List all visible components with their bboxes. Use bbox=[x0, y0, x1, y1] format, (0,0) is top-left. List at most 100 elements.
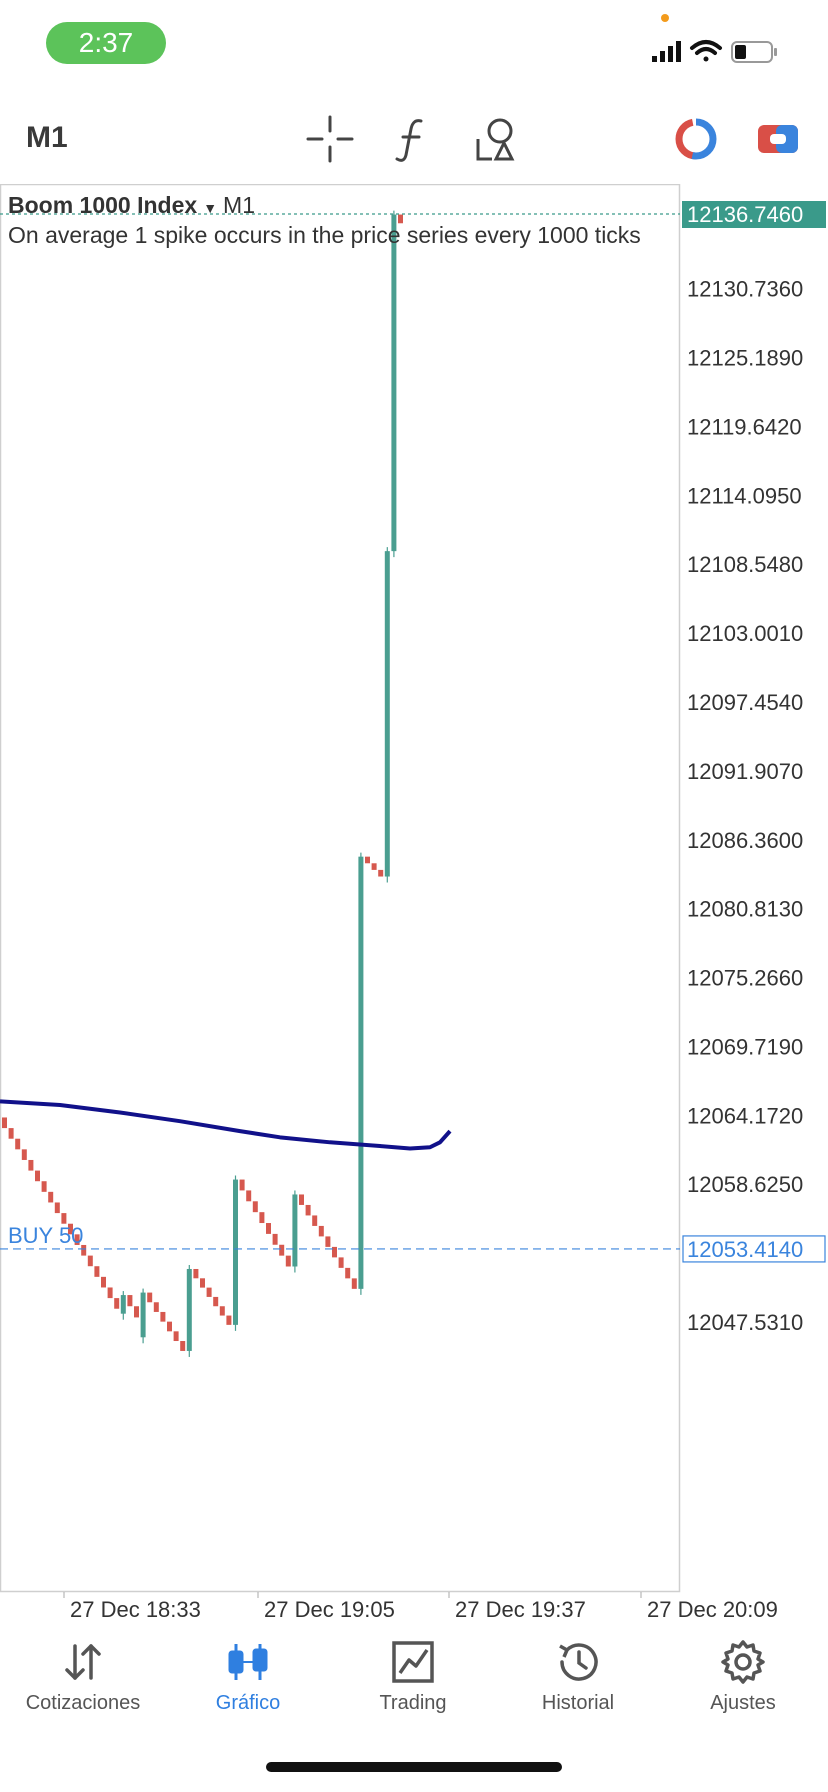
price-tick-label: 12119.6420 bbox=[687, 414, 802, 439]
price-tick-label: 12080.8130 bbox=[687, 897, 803, 922]
bear-candle bbox=[15, 1138, 21, 1150]
bear-candle bbox=[61, 1213, 67, 1224]
price-tick-label: 12086.3600 bbox=[687, 828, 803, 853]
candles-icon bbox=[228, 1644, 268, 1680]
time-tick-label: 27 Dec 19:37 bbox=[455, 1597, 586, 1622]
bear-candle bbox=[180, 1341, 186, 1351]
bear-candle bbox=[94, 1266, 100, 1277]
bull-candle bbox=[391, 214, 397, 552]
bull-candle bbox=[292, 1194, 298, 1267]
bear-candle bbox=[371, 863, 377, 870]
price-chart[interactable]: 12130.7360 12125.1890 12119.6420 12114.0950… bbox=[0, 184, 828, 1624]
bear-candle bbox=[127, 1295, 133, 1307]
bear-candle bbox=[2, 1117, 7, 1129]
bull-candle bbox=[358, 856, 364, 1289]
bear-candle bbox=[378, 869, 384, 877]
objects-icon[interactable] bbox=[468, 111, 524, 167]
nav-trading[interactable]: Trading bbox=[338, 1638, 488, 1728]
bear-candle bbox=[305, 1204, 311, 1216]
bear-candle bbox=[48, 1191, 54, 1203]
bear-candle bbox=[200, 1278, 205, 1288]
chart-area[interactable]: 12130.7360 12125.1890 12119.6420 12114.0950… bbox=[0, 184, 828, 1624]
nav-quotes-label: Cotizaciones bbox=[25, 1692, 141, 1714]
bear-candle bbox=[21, 1149, 27, 1160]
bear-candle bbox=[153, 1302, 159, 1312]
order-price-box bbox=[682, 1235, 826, 1263]
nav-chart-label: Gráfico bbox=[215, 1692, 281, 1714]
bear-candle bbox=[332, 1246, 337, 1258]
bear-candle bbox=[8, 1128, 14, 1139]
order-line-label: BUY 50 bbox=[8, 1223, 83, 1248]
price-tick-label: 12097.4540 bbox=[687, 690, 803, 715]
bull-candle bbox=[233, 1179, 238, 1325]
nav-history[interactable]: Historial bbox=[503, 1638, 653, 1728]
history-icon bbox=[559, 1643, 598, 1681]
bull-candle bbox=[140, 1292, 146, 1338]
price-tick-label: 12069.7190 bbox=[687, 1034, 803, 1059]
bear-candle bbox=[252, 1201, 258, 1213]
bear-candle bbox=[266, 1223, 271, 1234]
trading-icon bbox=[392, 1641, 434, 1683]
bear-candle bbox=[239, 1179, 245, 1191]
bear-candle bbox=[87, 1255, 93, 1267]
current-price-box bbox=[682, 201, 826, 228]
nav-quotes[interactable]: Cotizaciones bbox=[8, 1638, 158, 1728]
bear-candle bbox=[325, 1236, 331, 1247]
bear-candle bbox=[213, 1296, 219, 1307]
price-tick-label: 12130.7360 bbox=[687, 277, 803, 302]
bear-candle bbox=[318, 1225, 324, 1237]
price-tick-label: 12103.0010 bbox=[687, 621, 803, 646]
price-tick-label: 12075.2660 bbox=[687, 966, 803, 991]
bear-candle bbox=[193, 1268, 199, 1279]
current-price-tag: 12136.7460 bbox=[687, 202, 803, 227]
time-tick-label: 27 Dec 20:09 bbox=[647, 1597, 778, 1622]
status-bar: 2:37 bbox=[0, 0, 828, 90]
indicator-ring-icon[interactable] bbox=[668, 111, 724, 167]
price-axis: 12130.7360 12125.1890 12119.6420 12114.0950… bbox=[682, 201, 826, 1335]
price-tick-label: 12125.1890 bbox=[687, 346, 803, 371]
quotes-icon bbox=[65, 1644, 101, 1680]
bear-candle bbox=[54, 1202, 60, 1214]
moving-average-line bbox=[0, 1099, 452, 1151]
price-tick-label: 12091.9070 bbox=[687, 759, 803, 784]
nav-settings-label: Ajustes bbox=[710, 1692, 776, 1714]
status-time: 2:37 bbox=[46, 22, 166, 64]
home-indicator bbox=[266, 1762, 562, 1772]
bear-candle bbox=[114, 1298, 120, 1309]
plot-layer bbox=[0, 184, 681, 1593]
bear-candle bbox=[226, 1315, 232, 1325]
nav-settings[interactable]: Ajustes bbox=[668, 1638, 818, 1728]
price-tick-label: 12114.0950 bbox=[687, 483, 802, 508]
status-icons bbox=[652, 40, 777, 63]
bear-candle bbox=[107, 1287, 113, 1299]
price-tick-label: 12058.6250 bbox=[687, 1172, 803, 1197]
symbol-timeframe: M1 bbox=[223, 192, 255, 218]
time-axis: 27 Dec 18:33 27 Dec 19:05 27 Dec 19:37 27 D… bbox=[63, 1592, 778, 1622]
bear-candle bbox=[74, 1234, 80, 1245]
account-icon[interactable] bbox=[750, 111, 806, 167]
bull-candle bbox=[120, 1295, 126, 1314]
bear-candle bbox=[173, 1331, 179, 1342]
nav-chart[interactable]: Gráfico bbox=[173, 1638, 323, 1728]
bear-candle bbox=[160, 1311, 166, 1322]
nav-trading-label: Trading bbox=[379, 1692, 447, 1714]
crosshair-icon[interactable] bbox=[302, 111, 358, 167]
bear-candle bbox=[101, 1276, 106, 1288]
order-price-tag: 12053.4140 bbox=[687, 1237, 803, 1262]
symbol-name: Boom 1000 Index bbox=[8, 192, 198, 218]
bear-candle bbox=[35, 1170, 40, 1182]
chart-toolbar: M1 bbox=[0, 105, 828, 175]
bear-candle bbox=[338, 1257, 344, 1268]
cellular-signal-icon bbox=[652, 41, 681, 62]
bear-candle bbox=[167, 1321, 172, 1332]
chart-frame bbox=[0, 184, 681, 1593]
bear-candle bbox=[345, 1267, 351, 1279]
function-icon[interactable] bbox=[385, 111, 441, 167]
bear-candle bbox=[41, 1181, 47, 1192]
timeframe-button[interactable]: M1 bbox=[26, 121, 68, 154]
bear-candle bbox=[312, 1215, 318, 1226]
dropdown-arrow-icon: ▼ bbox=[203, 200, 218, 216]
bear-candle bbox=[398, 214, 403, 224]
symbol-header[interactable]: Boom 1000 Index ▼ M1 bbox=[8, 192, 255, 219]
bear-candle bbox=[68, 1223, 73, 1235]
